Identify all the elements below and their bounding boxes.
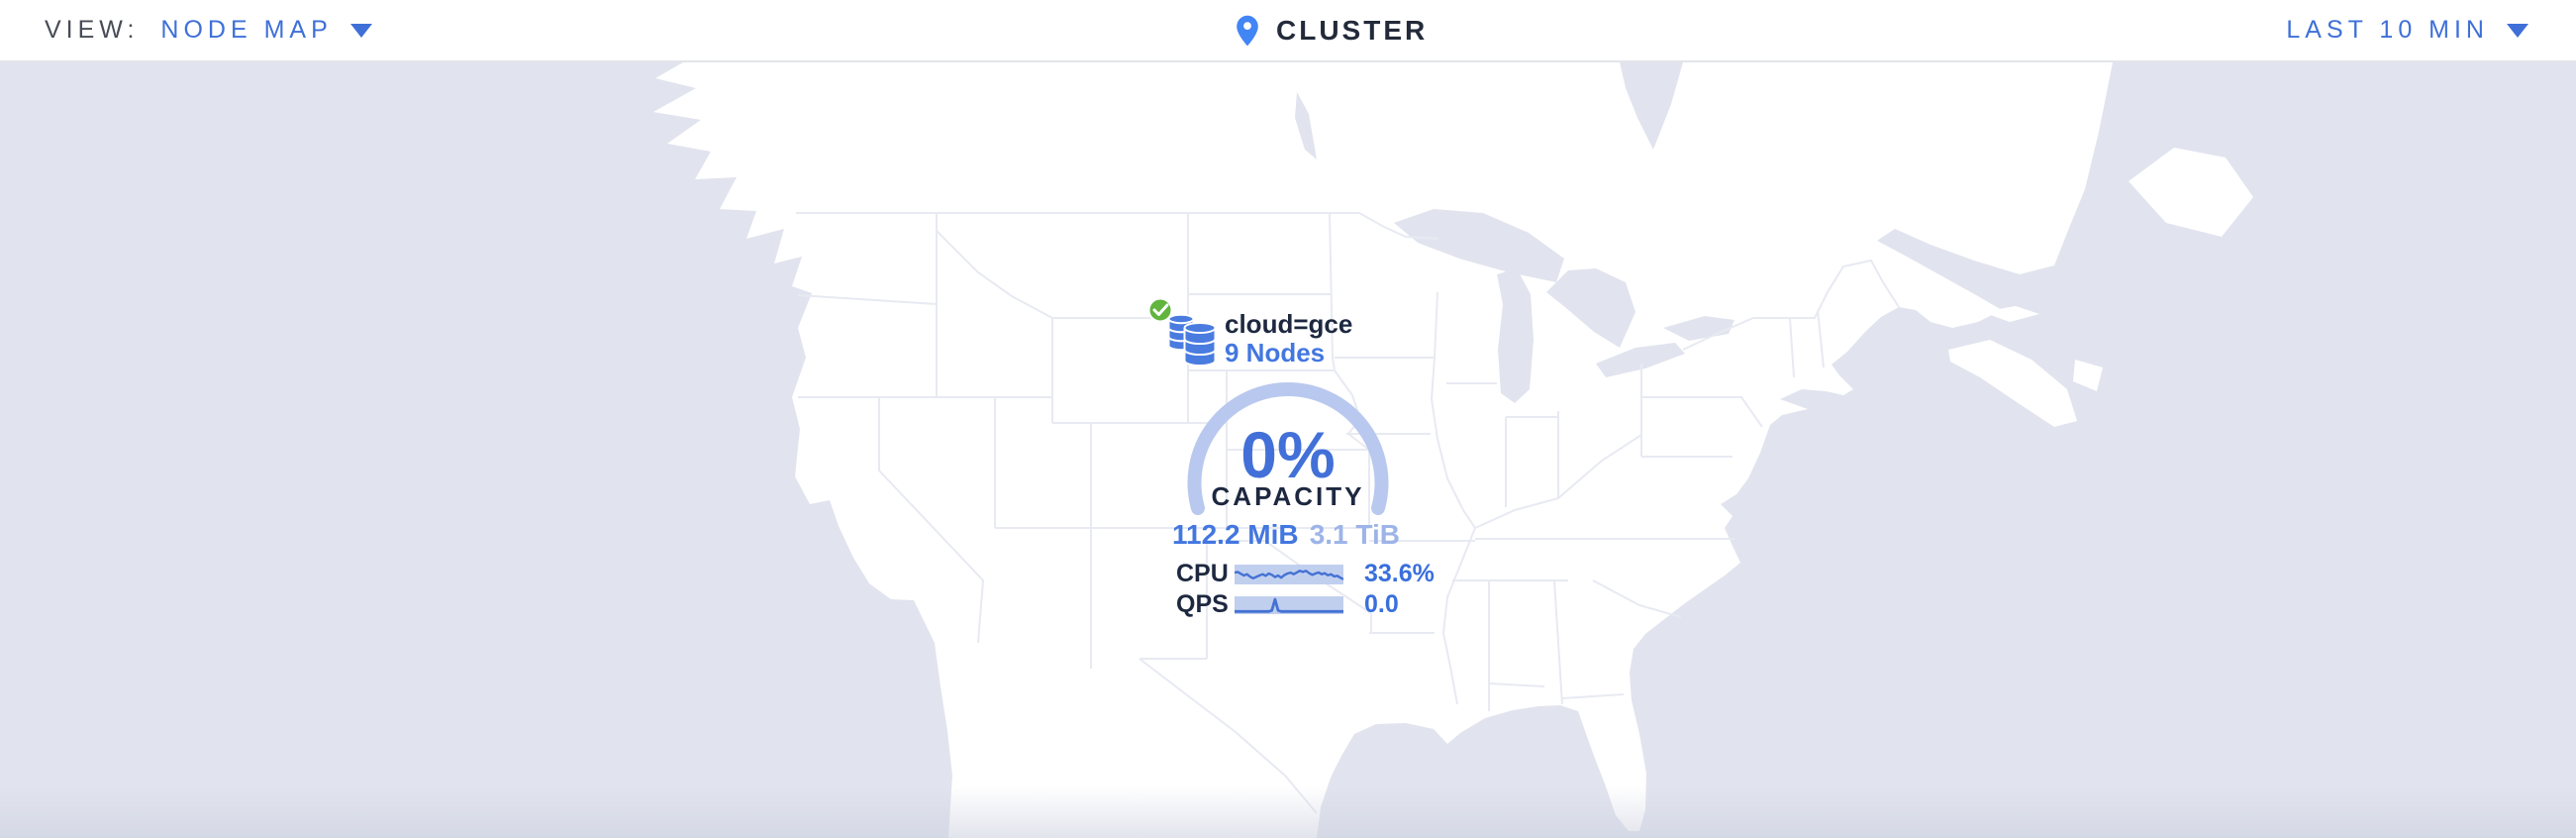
capacity-range: 112.2 MiB 3.1 TiB [1172,519,1400,551]
database-icon[interactable] [1167,313,1217,367]
qps-metric-row: QPS 0.0 [1176,590,1399,619]
qps-value: 0.0 [1364,590,1399,618]
time-range-value: LAST 10 MIN [2286,16,2489,44]
node-map-canvas: cloud=gce 9 Nodes 0% CAPACITY 112.2 MiB … [0,62,2576,838]
locality-name: cloud=gce [1225,309,1353,339]
healthy-check-icon [1147,297,1173,323]
cpu-value: 33.6% [1364,560,1435,587]
us-map [0,62,2576,838]
chevron-down-icon [2507,23,2528,38]
time-range-dropdown[interactable]: LAST 10 MIN [2286,0,2528,60]
cpu-label: CPU [1176,560,1229,587]
map-pin-icon [1237,15,1258,46]
cpu-sparkline [1235,564,1343,584]
view-mode-value: NODE MAP [160,16,333,44]
breadcrumb[interactable]: CLUSTER [1236,0,1428,60]
cpu-metric-row: CPU 33.6% [1176,560,1435,588]
chevron-down-icon [349,23,372,38]
top-bar: VIEW: NODE MAP CLUSTER LAST 10 MIN [0,0,2576,62]
view-label: VIEW: [45,16,140,44]
capacity-total: 3.1 TiB [1309,519,1400,550]
qps-label: QPS [1176,590,1229,618]
lakes [1295,62,1734,403]
capacity-gauge-arc [1187,382,1389,515]
islands [739,112,2253,427]
qps-sparkline [1235,595,1343,614]
state-borders [796,212,1900,814]
page-title: CLUSTER [1276,14,1429,46]
nodes-link[interactable]: 9 Nodes [1225,338,1326,367]
capacity-used: 112.2 MiB [1172,519,1299,550]
capacity-percent: 0% [1240,418,1336,491]
capacity-caption: CAPACITY [1211,481,1365,511]
view-mode-dropdown[interactable]: VIEW: NODE MAP [45,0,372,60]
locality-marker[interactable]: cloud=gce 9 Nodes [1225,310,1352,367]
